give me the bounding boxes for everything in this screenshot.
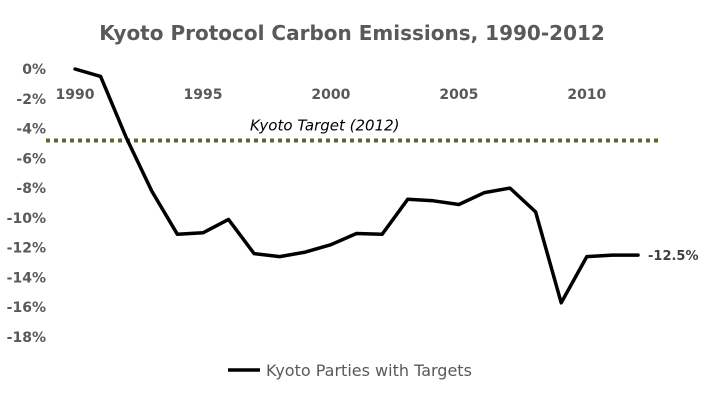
- target-label: Kyoto Target (2012): [250, 116, 400, 134]
- y-axis: 0% -2% -4% -6% -8% -10% -12% -14% -16% -18%: [7, 62, 46, 346]
- x-tick-label: 1995: [183, 87, 222, 103]
- end-value-label: -12.5%: [648, 249, 699, 264]
- y-tick-label: -10%: [7, 211, 46, 227]
- x-tick-label: 2010: [567, 87, 606, 103]
- y-tick-label: -8%: [16, 181, 46, 197]
- y-tick-label: 0%: [22, 62, 46, 78]
- y-tick-label: -2%: [16, 92, 46, 108]
- reference-target: Kyoto Target (2012): [46, 116, 658, 143]
- y-tick-label: -4%: [16, 122, 46, 138]
- x-axis: 1990 1995 2000 2005 2010: [56, 87, 607, 103]
- chart-title: Kyoto Protocol Carbon Emissions, 1990-20…: [99, 21, 605, 45]
- y-tick-label: -12%: [7, 241, 46, 257]
- x-tick-label: 2000: [311, 87, 350, 103]
- series-line: [73, 67, 640, 305]
- y-tick-label: -6%: [16, 151, 46, 167]
- x-tick-label: 1990: [56, 87, 95, 103]
- x-tick-label: 2005: [439, 87, 478, 103]
- y-tick-label: -14%: [7, 270, 46, 286]
- series-group: -12.5%: [73, 67, 699, 305]
- y-tick-label: -18%: [7, 330, 46, 346]
- legend: Kyoto Parties with Targets: [228, 361, 472, 380]
- y-tick-label: -16%: [7, 300, 46, 316]
- legend-label: Kyoto Parties with Targets: [266, 361, 472, 380]
